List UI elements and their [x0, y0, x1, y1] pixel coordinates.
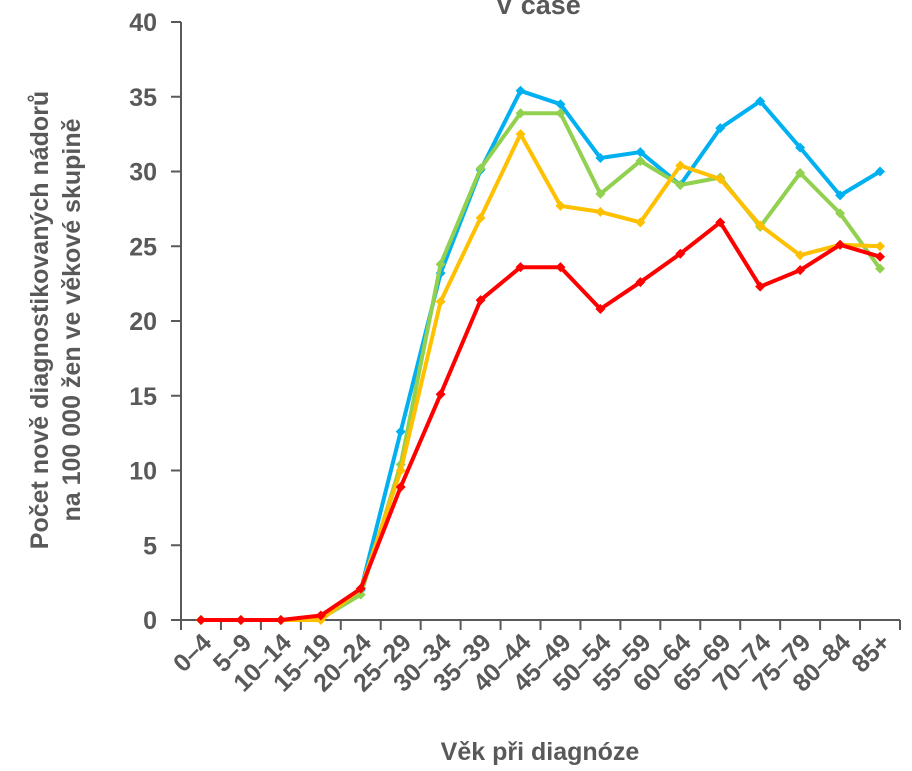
y-axis: 0 5 10 15 20 25 30 35 40 — [129, 9, 182, 635]
data-point — [595, 153, 606, 164]
series-2 — [195, 108, 886, 625]
y-tick-label: 35 — [129, 84, 157, 112]
series-4 — [195, 217, 886, 625]
data-point — [875, 251, 886, 262]
y-axis-title-line-1: Počet nově diagnostikovaných nádorů — [26, 91, 54, 549]
data-point — [515, 262, 526, 273]
series-line — [201, 111, 882, 622]
data-point — [795, 142, 806, 153]
data-point — [315, 610, 326, 621]
data-point — [875, 166, 886, 177]
data-point — [795, 265, 806, 276]
y-tick-label: 0 — [143, 607, 157, 635]
data-point — [795, 167, 806, 178]
data-point — [515, 85, 526, 96]
data-point — [795, 250, 806, 261]
data-point — [715, 173, 726, 184]
data-point — [475, 212, 486, 223]
data-point — [635, 217, 646, 228]
series-3 — [195, 129, 886, 625]
chart-title: V čase — [495, 0, 581, 20]
data-point — [435, 389, 446, 400]
data-point — [675, 179, 686, 190]
data-point — [755, 220, 766, 231]
y-axis-title-line-2: na 100 000 žen ve věkové skupině — [58, 118, 86, 521]
data-point — [635, 156, 646, 167]
data-point — [875, 263, 886, 274]
data-point — [755, 96, 766, 107]
x-axis-title: Věk při diagnóze — [441, 738, 640, 766]
data-point — [515, 108, 526, 119]
series-line — [201, 220, 881, 622]
data-point — [835, 239, 846, 250]
data-point — [275, 615, 286, 625]
data-point — [395, 481, 406, 492]
x-tick-label: 0–4 — [168, 628, 217, 677]
data-point — [395, 465, 406, 476]
data-point — [235, 615, 246, 625]
data-point — [635, 277, 646, 288]
data-point — [595, 304, 606, 315]
data-point — [595, 188, 606, 199]
series-line — [201, 132, 881, 622]
data-point — [475, 163, 486, 174]
y-tick-label: 30 — [129, 159, 157, 187]
data-point — [835, 208, 846, 219]
x-axis: 0–45–910–1415–1920–2425–2930–3435–3940–4… — [168, 619, 901, 697]
data-point — [195, 615, 206, 625]
y-tick-label: 10 — [129, 458, 157, 486]
data-point — [675, 160, 686, 171]
data-point — [555, 262, 566, 273]
y-tick-label: 25 — [129, 233, 157, 261]
data-point — [835, 190, 846, 201]
data-point — [875, 241, 886, 252]
data-point — [475, 295, 486, 306]
series-layer — [195, 85, 886, 625]
data-point — [435, 259, 446, 270]
data-point — [755, 281, 766, 292]
data-point — [395, 426, 406, 437]
data-point — [595, 206, 606, 217]
y-tick-label: 20 — [129, 308, 157, 336]
y-tick-label: 40 — [129, 9, 157, 37]
data-point — [515, 129, 526, 140]
data-point — [555, 108, 566, 119]
data-point — [555, 200, 566, 211]
data-point — [675, 248, 686, 259]
data-point — [715, 123, 726, 134]
data-point — [435, 296, 446, 307]
x-tick-label: 85+ — [846, 628, 896, 678]
data-point — [715, 217, 726, 228]
y-tick-label: 5 — [143, 532, 157, 560]
y-tick-label: 15 — [129, 383, 157, 411]
data-point — [355, 583, 366, 594]
y-axis-title: Počet nově diagnostikovaných nádorů na 1… — [26, 91, 86, 549]
data-point — [555, 99, 566, 110]
data-point — [635, 147, 646, 158]
